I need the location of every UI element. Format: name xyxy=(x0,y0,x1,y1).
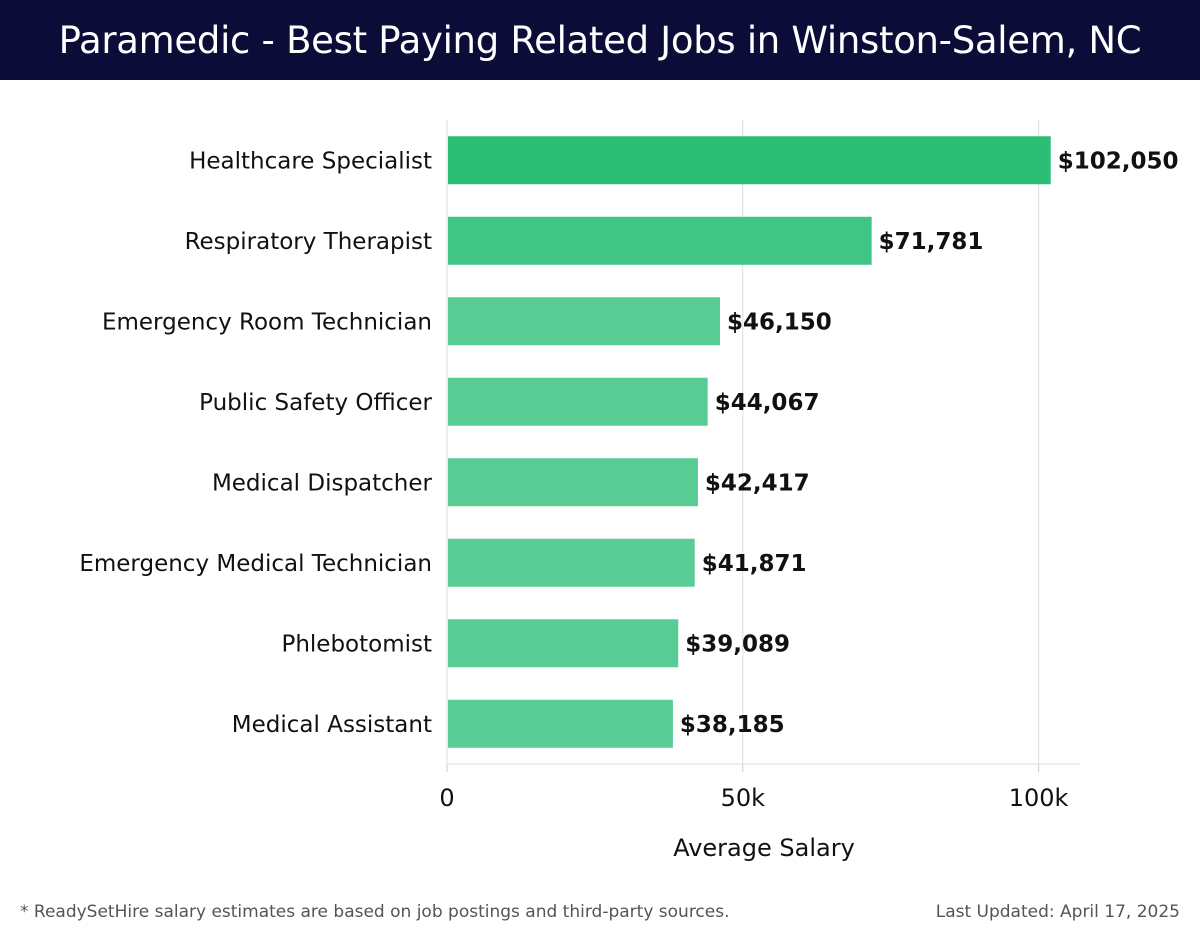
bar xyxy=(448,699,673,748)
bar xyxy=(448,297,721,346)
value-label: $46,150 xyxy=(727,309,832,335)
category-label: Phlebotomist xyxy=(281,631,432,657)
chart-title: Paramedic - Best Paying Related Jobs in … xyxy=(58,18,1142,62)
bar xyxy=(448,458,698,507)
category-label: Public Safety Officer xyxy=(199,390,432,416)
bar xyxy=(448,377,708,426)
value-label: $71,781 xyxy=(879,229,984,255)
last-updated: Last Updated: April 17, 2025 xyxy=(935,902,1180,922)
gridlines xyxy=(742,120,1040,764)
value-label: $41,871 xyxy=(702,551,807,577)
value-label: $39,089 xyxy=(685,631,790,657)
value-label: $38,185 xyxy=(680,712,785,738)
axes: 0 50k 100k Healthcare Specialist Respiratory… xyxy=(79,120,1080,812)
chart-header: Paramedic - Best Paying Related Jobs in … xyxy=(0,0,1200,80)
bar xyxy=(448,216,872,265)
x-axis-title: Average Salary xyxy=(673,834,855,862)
value-label: $102,050 xyxy=(1058,148,1179,174)
value-label: $42,417 xyxy=(705,470,810,496)
x-tick-label: 100k xyxy=(1009,784,1069,812)
footer-note: * ReadySetHire salary estimates are base… xyxy=(20,902,730,922)
x-tick-label: 50k xyxy=(721,784,766,812)
category-label: Emergency Medical Technician xyxy=(79,551,432,577)
bar xyxy=(448,538,695,587)
x-tick-label: 0 xyxy=(439,784,454,812)
category-label: Healthcare Specialist xyxy=(189,148,432,174)
value-label: $44,067 xyxy=(715,390,820,416)
bar xyxy=(448,619,679,668)
category-label: Medical Dispatcher xyxy=(212,470,433,496)
category-label: Medical Assistant xyxy=(232,712,432,738)
bar xyxy=(448,136,1051,185)
category-label: Emergency Room Technician xyxy=(102,309,432,335)
bars: $102,050 $71,781 $46,150 $44,067 $42,417 $41,… xyxy=(448,136,1178,748)
category-label: Respiratory Therapist xyxy=(185,229,432,255)
